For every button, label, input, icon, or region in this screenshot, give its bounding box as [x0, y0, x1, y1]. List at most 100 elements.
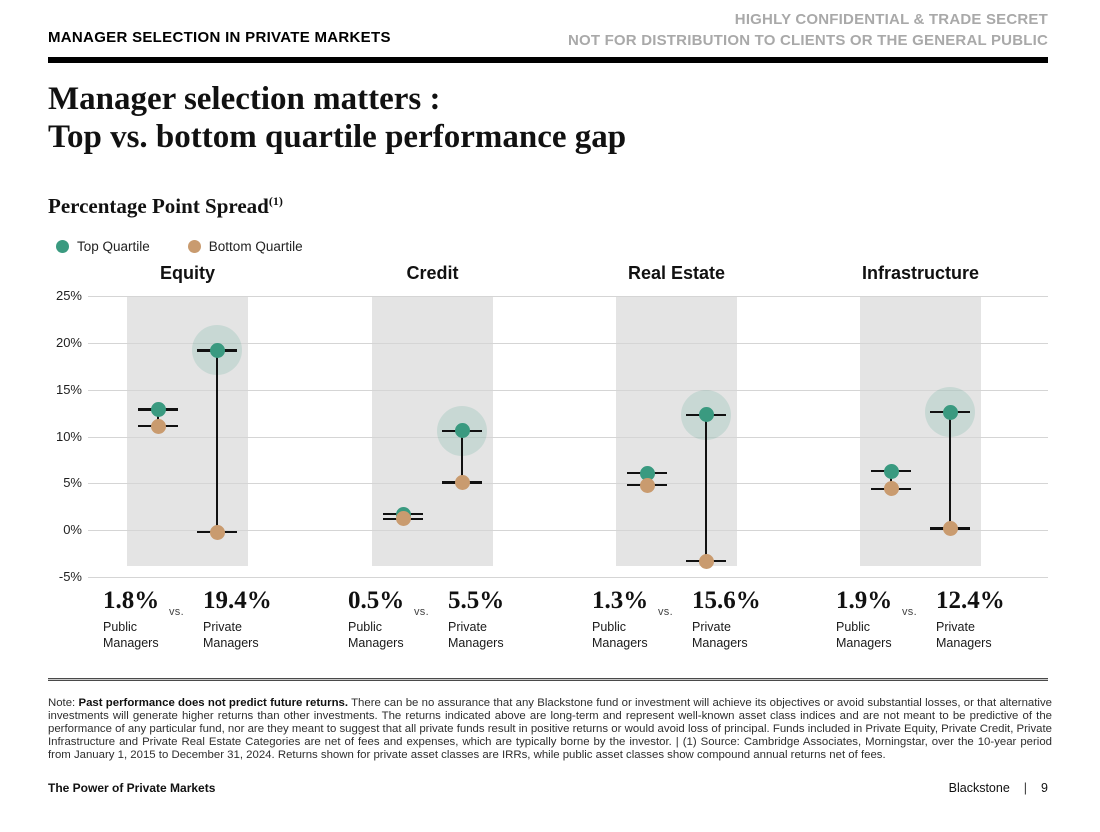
gridline — [88, 483, 1048, 485]
public-spread-value: 1.9% — [836, 587, 893, 614]
note-prefix: Note: — [48, 697, 79, 709]
vs-label: vs. — [169, 606, 184, 618]
private-spread-value: 19.4% — [203, 587, 272, 614]
header-kicker: MANAGER SELECTION IN PRIVATE MARKETS — [48, 29, 391, 46]
public-spread-value: 1.8% — [103, 587, 160, 614]
legend-dot-icon — [56, 240, 69, 253]
bottom-quartile-dot — [883, 481, 899, 497]
gridline — [88, 342, 1048, 344]
whisker-tick — [138, 408, 178, 411]
top-quartile-halo — [681, 389, 731, 440]
private-spread-value: 5.5% — [448, 587, 505, 614]
header-rule — [48, 57, 1048, 63]
gridline — [88, 296, 1048, 297]
confidential-line-2: NOT FOR DISTRIBUTION TO CLIENTS OR THE G… — [567, 32, 1048, 49]
range-line — [401, 514, 405, 519]
top-quartile-halo — [437, 405, 487, 456]
public-spread-value: 1.3% — [592, 587, 649, 614]
panel-band — [127, 296, 248, 566]
range-line — [215, 350, 219, 533]
page-title-line-2: Top vs. bottom quartile performance gap — [48, 119, 627, 155]
public-spread-value: 0.5% — [348, 587, 405, 614]
legend-dot-icon — [187, 240, 201, 253]
private-spread-value: 15.6% — [692, 587, 761, 614]
range-line — [645, 473, 649, 486]
whisker-tick — [197, 530, 237, 534]
top-quartile-halo — [925, 387, 975, 438]
chart-legend: Top Quartile Bottom Quartile — [56, 239, 303, 254]
private-spread-label: Private Managers — [936, 620, 992, 650]
bottom-quartile-dot — [395, 511, 411, 527]
footnote-marker: (1) — [268, 194, 283, 208]
top-quartile-dot — [883, 463, 899, 479]
top-quartile-dot — [942, 404, 958, 420]
y-axis-tick-label: 0% — [63, 522, 82, 538]
note-bold: Past performance does not predict future… — [78, 697, 349, 709]
vs-label: vs. — [902, 606, 917, 618]
range-line — [889, 471, 893, 489]
legend-label: Top Quartile — [77, 239, 150, 254]
gridline — [88, 389, 1048, 391]
bottom-quartile-dot — [209, 524, 225, 540]
bottom-quartile-dot — [698, 553, 714, 569]
whisker-tick — [383, 517, 423, 521]
whisker-tick — [871, 469, 911, 473]
whisker-tick — [627, 483, 667, 487]
top-quartile-halo — [192, 325, 242, 376]
bottom-quartile-dot — [150, 418, 166, 434]
footer-separator: | — [1023, 781, 1028, 795]
y-axis-tick-label: 10% — [55, 428, 82, 444]
panel-title: Real Estate — [627, 263, 726, 283]
top-quartile-dot — [698, 407, 714, 423]
y-axis-tick-label: 15% — [55, 381, 82, 397]
legend-item: Top Quartile — [56, 239, 150, 254]
whisker-tick — [383, 512, 423, 516]
range-line — [460, 430, 464, 483]
top-quartile-dot — [395, 506, 411, 522]
whisker-tick — [686, 559, 726, 563]
panel-title: Infrastructure — [861, 263, 980, 283]
whisker-tick — [627, 471, 667, 475]
legend-item: Bottom Quartile — [187, 239, 303, 254]
confidential-notice: HIGHLY CONFIDENTIAL & TRADE SECRET NOT F… — [568, 9, 1048, 51]
note-divider — [48, 678, 1048, 681]
private-spread-value: 12.4% — [936, 587, 1005, 614]
disclaimer-note: Note: Past performance does not predict … — [48, 697, 1052, 762]
gridline — [88, 530, 1048, 532]
gridline — [88, 436, 1048, 438]
private-spread-label: Private Managers — [692, 620, 748, 650]
page-title-line-1: Manager selection matters : — [48, 81, 441, 117]
bottom-quartile-dot — [639, 477, 655, 493]
footer-page-number: 9 — [1041, 781, 1048, 795]
note-body: There can be no assurance that any Black… — [48, 697, 1052, 761]
chart-subtitle-text: Percentage Point Spread — [48, 194, 269, 218]
footer-brand-page: Blackstone | 9 — [949, 781, 1048, 795]
panel-band — [860, 296, 981, 566]
confidential-line-1: HIGHLY CONFIDENTIAL & TRADE SECRET — [734, 11, 1048, 28]
y-axis-tick-label: -5% — [58, 569, 82, 584]
whisker-tick — [686, 413, 726, 417]
panel-title: Equity — [159, 263, 215, 283]
top-quartile-dot — [639, 465, 655, 481]
top-quartile-dot — [209, 342, 225, 358]
top-quartile-dot — [454, 423, 470, 439]
legend-label: Bottom Quartile — [208, 239, 303, 254]
whisker-tick — [197, 349, 237, 352]
footer-brand: Blackstone — [948, 781, 1010, 795]
bottom-quartile-dot — [454, 474, 470, 490]
private-spread-label: Private Managers — [203, 620, 259, 650]
range-line — [156, 409, 160, 427]
vs-label: vs. — [658, 606, 673, 618]
range-line — [704, 414, 708, 562]
whisker-tick — [871, 487, 911, 491]
whisker-tick — [930, 410, 970, 414]
y-axis-tick-label: 5% — [63, 475, 82, 491]
panel-title: Credit — [406, 263, 459, 283]
private-spread-label: Private Managers — [448, 620, 504, 650]
whisker-tick — [442, 429, 482, 433]
y-axis-tick-label: 25% — [55, 288, 82, 303]
page-title: Manager selection matters : Top vs. bott… — [48, 80, 626, 156]
panel-band — [372, 296, 493, 566]
public-spread-label: Public Managers — [592, 620, 648, 650]
